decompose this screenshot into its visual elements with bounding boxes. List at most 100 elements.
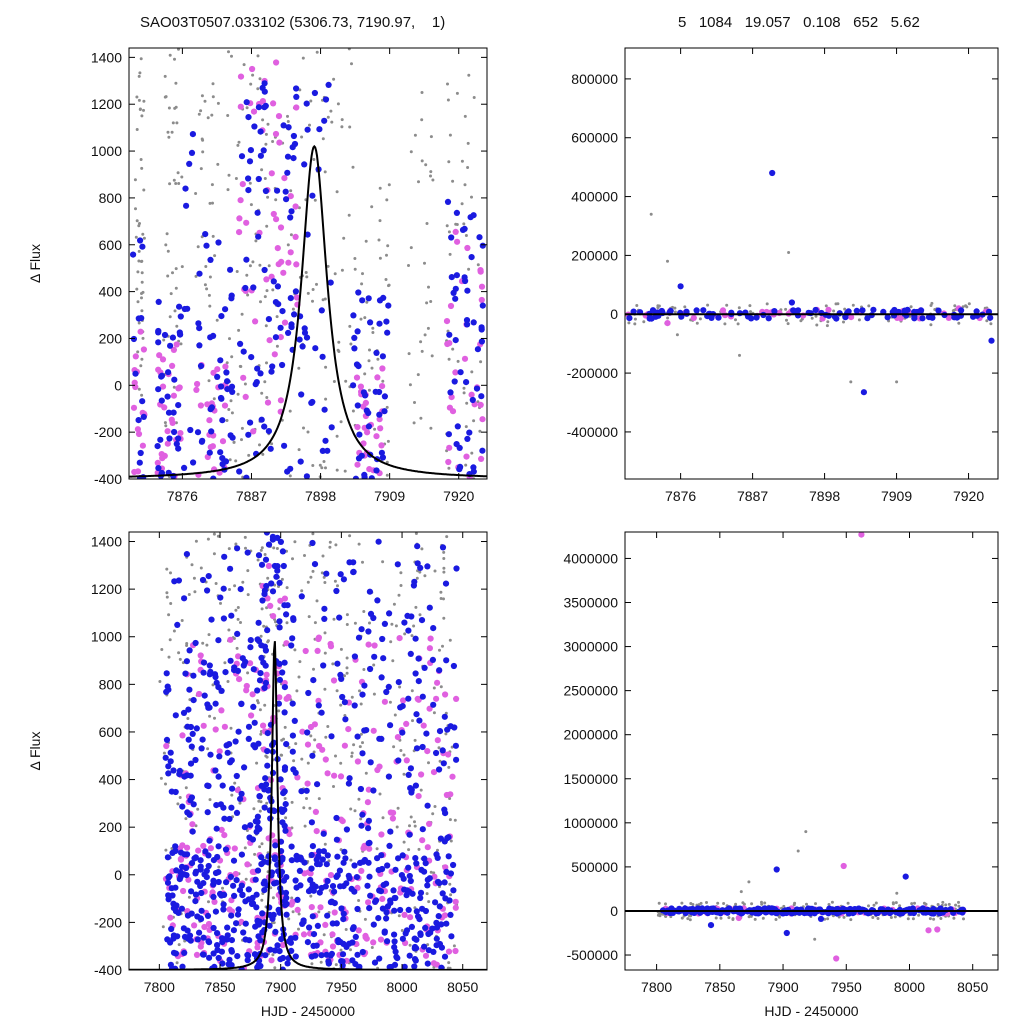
magenta-point: [280, 269, 287, 276]
gray-point: [936, 903, 940, 906]
gray-point: [825, 324, 829, 328]
blue-point: [279, 819, 286, 826]
gray-point: [359, 702, 363, 706]
gray-point: [286, 243, 290, 247]
blue-point: [346, 775, 353, 782]
gray-point: [262, 624, 266, 628]
gray-point: [240, 312, 244, 316]
gray-point: [385, 198, 389, 202]
blue-point: [224, 378, 231, 385]
gray-point: [343, 469, 347, 473]
gray-point: [165, 591, 169, 595]
gray-point: [292, 759, 296, 763]
gray-point: [409, 246, 413, 250]
gray-point: [300, 135, 304, 139]
gray-point: [227, 173, 231, 177]
magenta-point: [925, 927, 932, 934]
gray-point: [425, 892, 429, 896]
magenta-point: [173, 341, 180, 348]
blue-point: [340, 576, 347, 583]
gray-point: [319, 960, 323, 964]
gray-point: [206, 116, 210, 120]
gray-point: [402, 840, 406, 844]
blue-point: [433, 749, 440, 757]
magenta-point: [243, 219, 250, 226]
blue-point: [333, 587, 340, 595]
blue-point: [395, 855, 402, 862]
gray-point: [433, 805, 437, 808]
y-tick-label: 800: [99, 676, 123, 692]
gray-point: [894, 901, 898, 905]
gray-point: [849, 918, 853, 922]
gray-point: [205, 287, 209, 291]
gray-point: [136, 350, 140, 354]
gray-point: [263, 703, 267, 707]
blue-point: [450, 887, 457, 894]
gray-point: [243, 846, 247, 850]
gray-point: [180, 175, 184, 179]
blue-point: [352, 475, 359, 479]
gray-point: [274, 620, 277, 624]
gray-point: [479, 360, 483, 364]
gray-point: [334, 963, 338, 967]
blue-point: [229, 388, 236, 395]
gray-point: [207, 293, 211, 297]
gray-point: [140, 296, 143, 300]
gray-point: [849, 380, 853, 384]
blue-point: [371, 653, 378, 660]
blue-point: [301, 329, 309, 336]
y-tick-label: 1000000: [563, 815, 618, 831]
blue-point: [790, 909, 797, 916]
magenta-point: [396, 635, 403, 642]
magenta-point: [167, 914, 174, 921]
gray-point: [196, 245, 200, 249]
gray-point: [243, 382, 247, 386]
blue-point: [282, 827, 289, 834]
magenta-point: [132, 353, 139, 360]
magenta-point: [169, 362, 176, 369]
gray-point: [186, 717, 190, 720]
blue-point: [251, 951, 258, 958]
blue-point: [399, 703, 406, 710]
magenta-point: [279, 941, 286, 949]
blue-point: [419, 826, 426, 833]
blue-point: [253, 379, 260, 386]
gray-point: [666, 259, 669, 263]
blue-point: [230, 857, 238, 864]
gray-point: [288, 474, 292, 478]
blue-point: [415, 913, 422, 920]
blue-point: [405, 771, 412, 779]
magenta-point: [304, 780, 311, 787]
gray-point: [439, 590, 443, 594]
gray-point: [271, 896, 275, 900]
gray-point: [234, 608, 238, 612]
blue-point: [394, 955, 401, 962]
blue-point: [275, 700, 282, 707]
blue-point: [365, 817, 372, 824]
blue-point: [320, 848, 327, 855]
gray-point: [410, 634, 414, 638]
gray-point: [306, 580, 310, 584]
blue-point: [174, 933, 181, 940]
gray-point: [658, 914, 662, 918]
gray-point: [275, 547, 279, 550]
gray-point: [627, 321, 631, 325]
blue-point: [205, 862, 212, 870]
blue-point: [281, 684, 288, 691]
blue-point: [196, 270, 203, 277]
blue-point: [297, 458, 304, 465]
gray-point: [430, 354, 434, 358]
blue-point: [383, 318, 390, 325]
gray-point: [251, 260, 255, 264]
gray-point: [438, 759, 442, 763]
gray-point: [385, 253, 388, 257]
gray-point: [196, 807, 200, 811]
gray-point: [228, 337, 231, 341]
blue-point: [845, 308, 852, 315]
magenta-point: [365, 786, 372, 793]
gray-point: [227, 547, 231, 551]
magenta-point: [193, 386, 200, 393]
gray-point: [381, 816, 385, 820]
gray-point: [928, 917, 932, 921]
gray-point: [240, 426, 244, 430]
